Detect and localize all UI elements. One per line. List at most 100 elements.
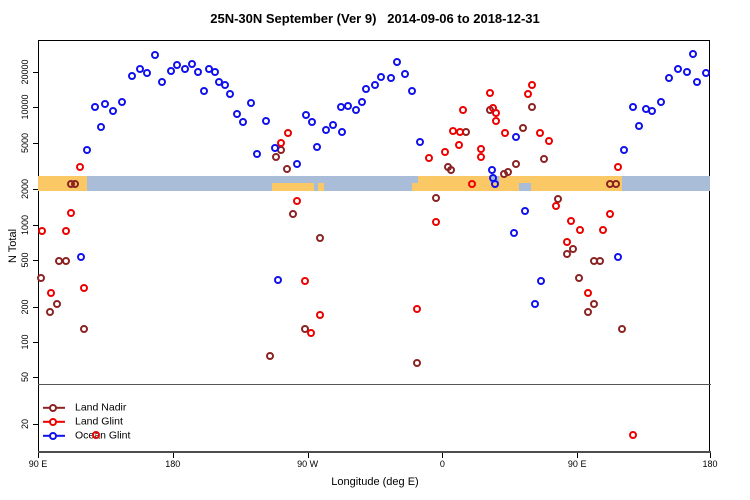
data-point-land-glint (80, 283, 89, 292)
x-tick-mark (38, 453, 39, 458)
data-point-land-nadir (432, 193, 441, 202)
data-point-land-nadir (36, 274, 45, 283)
data-point-ocean-glint (344, 101, 353, 110)
data-point-land-glint (492, 117, 501, 126)
data-point-ocean-glint (302, 110, 311, 119)
y-tick-label: 500 (20, 252, 30, 268)
data-point-land-nadir (80, 324, 89, 333)
data-point-land-glint (583, 289, 592, 298)
data-point-ocean-glint (664, 73, 673, 82)
y-tick-mark (33, 377, 38, 379)
data-point-land-nadir (62, 256, 71, 265)
data-point-land-glint (432, 218, 441, 227)
data-point-land-glint (441, 147, 450, 156)
map-strip-land-segment (499, 175, 623, 184)
data-point-land-glint (486, 89, 495, 98)
data-point-land-glint (75, 162, 84, 171)
y-tick-label: 20000 (20, 59, 30, 85)
x-tick-label: 180 (702, 459, 718, 469)
data-point-ocean-glint (158, 78, 167, 87)
data-point-ocean-glint (143, 69, 152, 78)
data-point-land-nadir (53, 300, 62, 309)
map-strip-ocean-segment (87, 175, 419, 184)
map-strip-ocean-segment (324, 183, 413, 191)
x-tick-label: 180 (165, 459, 181, 469)
data-point-ocean-glint (648, 107, 657, 115)
legend-marker-circle-icon (49, 418, 57, 426)
data-point-land-nadir (583, 307, 592, 316)
x-tick-mark (172, 453, 174, 458)
data-point-ocean-glint (510, 228, 519, 237)
data-point-ocean-glint (657, 97, 666, 106)
legend-divider-line (38, 384, 711, 385)
data-point-ocean-glint (200, 86, 209, 95)
data-point-ocean-glint (537, 277, 546, 286)
data-point-ocean-glint (90, 103, 99, 112)
data-point-ocean-glint (490, 180, 499, 189)
data-point-land-nadir (45, 307, 54, 316)
data-point-land-glint (284, 129, 293, 138)
data-point-land-nadir (447, 166, 456, 175)
data-point-land-glint (552, 202, 561, 211)
y-tick-mark (33, 189, 38, 191)
data-point-land-glint (47, 289, 56, 298)
data-point-ocean-glint (252, 149, 261, 158)
y-tick-mark (33, 423, 38, 425)
data-point-land-glint (276, 138, 285, 147)
data-point-land-nadir (568, 244, 577, 253)
legend-item-label: Ocean Glint (75, 429, 131, 442)
map-strip-land-segment (318, 183, 325, 191)
data-point-land-nadir (288, 210, 297, 219)
data-point-ocean-glint (83, 146, 92, 155)
data-point-ocean-glint (673, 65, 682, 74)
data-point-ocean-glint (108, 107, 117, 115)
data-point-land-nadir (266, 351, 275, 360)
data-point-ocean-glint (128, 71, 137, 80)
data-point-land-nadir (612, 180, 621, 189)
data-point-land-glint (523, 89, 532, 98)
map-strip-ocean-segment (518, 183, 531, 191)
data-point-land-nadir (54, 256, 63, 265)
data-point-ocean-glint (150, 51, 159, 60)
data-point-land-glint (300, 277, 309, 286)
data-point-land-glint (562, 238, 571, 247)
data-point-ocean-glint (273, 275, 282, 284)
y-tick-label: 2000 (20, 179, 30, 200)
y-tick-mark (33, 107, 38, 109)
data-point-land-glint (456, 127, 465, 136)
data-point-ocean-glint (270, 143, 279, 152)
data-point-land-nadir (71, 180, 80, 189)
data-point-ocean-glint (221, 80, 230, 89)
data-point-ocean-glint (400, 70, 409, 79)
map-strip-land-segment (38, 175, 88, 184)
data-point-land-glint (62, 227, 71, 236)
map-strip-land-segment (412, 183, 519, 191)
y-tick-mark (33, 341, 38, 343)
data-point-ocean-glint (225, 89, 234, 98)
data-point-ocean-glint (233, 109, 242, 118)
map-strip-land-segment (38, 183, 88, 191)
data-point-ocean-glint (531, 300, 540, 309)
data-point-ocean-glint (336, 103, 345, 112)
data-point-land-glint (315, 310, 324, 319)
map-strip-ocean-segment (313, 183, 319, 191)
x-tick-mark (710, 453, 711, 458)
data-point-land-glint (459, 105, 468, 114)
data-point-ocean-glint (702, 68, 710, 77)
data-point-land-nadir (595, 256, 604, 265)
data-point-land-glint (598, 225, 607, 234)
data-point-land-glint (306, 328, 315, 337)
data-point-ocean-glint (167, 66, 176, 75)
data-point-ocean-glint (520, 207, 529, 216)
data-point-land-glint (477, 152, 486, 161)
x-tick-mark (307, 453, 309, 458)
data-point-land-glint (66, 209, 75, 218)
data-point-land-nadir (562, 250, 571, 259)
legend-marker-circle-icon (49, 432, 57, 440)
legend-marker-circle-icon (49, 404, 57, 412)
legend-item-label: Land Nadir (75, 401, 127, 414)
x-axis-title: Longitude (deg E) (331, 476, 419, 488)
map-strip-land-segment (530, 183, 623, 191)
data-point-land-glint (613, 162, 622, 171)
y-tick-label: 10000 (20, 94, 30, 120)
